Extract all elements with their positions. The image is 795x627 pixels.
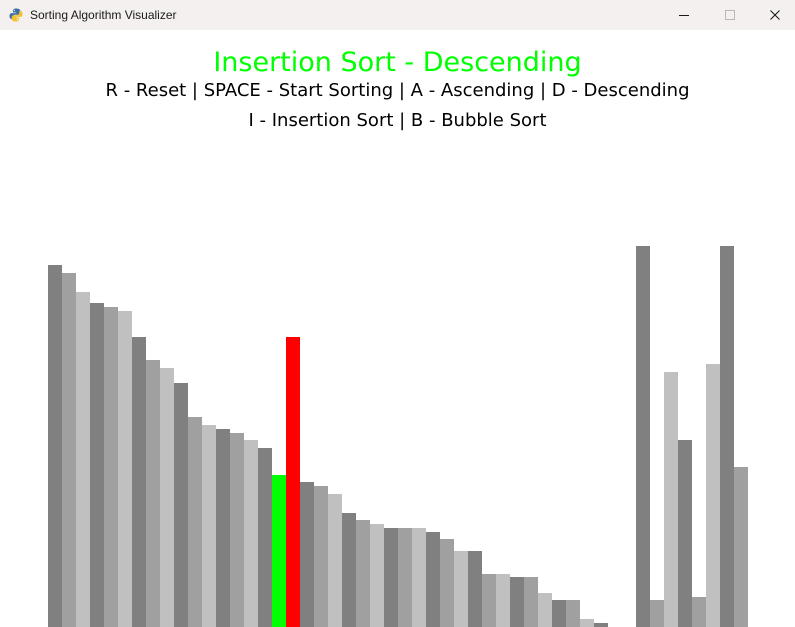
pygame-snake-icon — [9, 8, 23, 22]
sort-bar — [594, 623, 608, 627]
sort-bar — [482, 574, 496, 627]
help-controls-line-1: R - Reset | SPACE - Start Sorting | A - … — [105, 80, 690, 101]
sort-bar — [734, 467, 748, 627]
sort-bar — [48, 265, 62, 627]
sort-bar — [720, 246, 734, 627]
sort-bar — [636, 246, 650, 627]
maximize-icon — [725, 10, 735, 20]
visualizer-canvas[interactable]: Insertion Sort - Descending R - Reset | … — [0, 30, 795, 627]
window-titlebar[interactable]: Sorting Algorithm Visualizer — [0, 0, 795, 30]
close-icon — [770, 10, 780, 20]
sort-bar — [314, 486, 328, 627]
sort-bar — [272, 475, 286, 627]
sort-bar — [538, 593, 552, 627]
maximize-button[interactable] — [707, 0, 753, 30]
sort-bar — [370, 524, 384, 627]
window-title: Sorting Algorithm Visualizer — [30, 8, 177, 22]
sort-bar — [188, 417, 202, 627]
sort-bar — [356, 520, 370, 627]
help-controls-line-2: I - Insertion Sort | B - Bubble Sort — [248, 110, 547, 131]
sort-bar — [342, 513, 356, 627]
sort-bar — [202, 425, 216, 627]
sort-bar — [566, 600, 580, 627]
sort-bar — [258, 448, 272, 627]
sort-bar — [244, 440, 258, 627]
sort-bar — [328, 494, 342, 627]
sort-bar — [90, 303, 104, 627]
sort-bar — [300, 482, 314, 627]
sort-bar — [678, 440, 692, 627]
minimize-icon — [679, 15, 689, 16]
sort-bar — [398, 528, 412, 627]
sort-bar — [384, 528, 398, 627]
sort-bar — [62, 273, 76, 627]
sort-bar — [174, 383, 188, 627]
sort-bar — [664, 372, 678, 627]
sort-bar — [426, 532, 440, 627]
sort-bar — [468, 551, 482, 627]
sort-bar — [706, 364, 720, 627]
close-button[interactable] — [752, 0, 795, 30]
sort-bar — [230, 433, 244, 627]
sort-bar — [650, 600, 664, 627]
sort-bar — [440, 539, 454, 627]
sort-bar — [132, 337, 146, 627]
sort-bar — [216, 429, 230, 627]
sort-bar — [692, 597, 706, 627]
minimize-button[interactable] — [661, 0, 707, 30]
sort-bar — [118, 311, 132, 627]
sort-bar — [580, 619, 594, 627]
sort-bar — [552, 600, 566, 627]
sort-bar — [412, 528, 426, 627]
bar-chart — [0, 30, 795, 627]
sort-bar — [104, 307, 118, 627]
sort-bar — [160, 368, 174, 627]
algorithm-title: Insertion Sort - Descending — [213, 47, 582, 78]
sort-bar — [524, 577, 538, 627]
sort-bar — [76, 292, 90, 627]
sort-bar — [510, 577, 524, 627]
sort-bar — [454, 551, 468, 627]
sort-bar — [286, 337, 300, 627]
sort-bar — [496, 574, 510, 627]
sort-bar — [146, 360, 160, 627]
